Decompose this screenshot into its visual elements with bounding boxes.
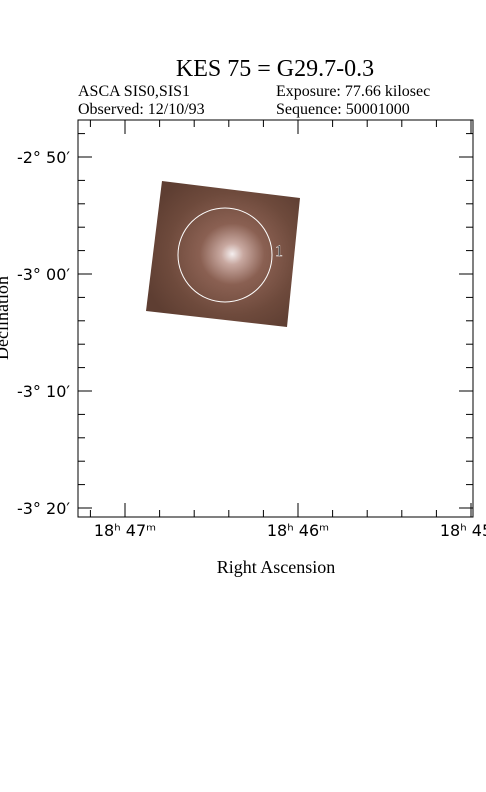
x-tick-labels: 18ʰ 47ᵐ 18ʰ 46ᵐ 18ʰ 45ᵐ [94, 521, 486, 540]
exposure: Exposure: 77.66 kilosec [276, 83, 430, 100]
title: KES 75 = G29.7-0.3 [176, 56, 374, 82]
y-axis-label: Declination [0, 276, 12, 360]
y-tick-label: -3° 00′ [17, 265, 70, 284]
region-label: 1 [275, 243, 283, 260]
ticks [78, 120, 473, 517]
x-tick-label: 18ʰ 47ᵐ [94, 521, 156, 540]
y-tick-label: -2° 50′ [17, 148, 70, 167]
y-tick-label: -3° 10′ [17, 382, 70, 401]
instrument: ASCA SIS0,SIS1 [78, 83, 190, 100]
x-tick-label: 18ʰ 45ᵐ [440, 521, 486, 540]
y-tick-labels: -2° 50′ -3° 00′ -3° 10′ -3° 20′ [17, 148, 70, 518]
x-axis-label: Right Ascension [217, 557, 336, 577]
sky-image [146, 181, 300, 327]
x-tick-label: 18ʰ 46ᵐ [267, 521, 329, 540]
source-region [177, 207, 273, 303]
y-tick-label: -3° 20′ [17, 499, 70, 518]
sequence: Sequence: 50001000 [276, 101, 410, 118]
plot-frame [77, 119, 474, 518]
observed: Observed: 12/10/93 [78, 101, 205, 118]
